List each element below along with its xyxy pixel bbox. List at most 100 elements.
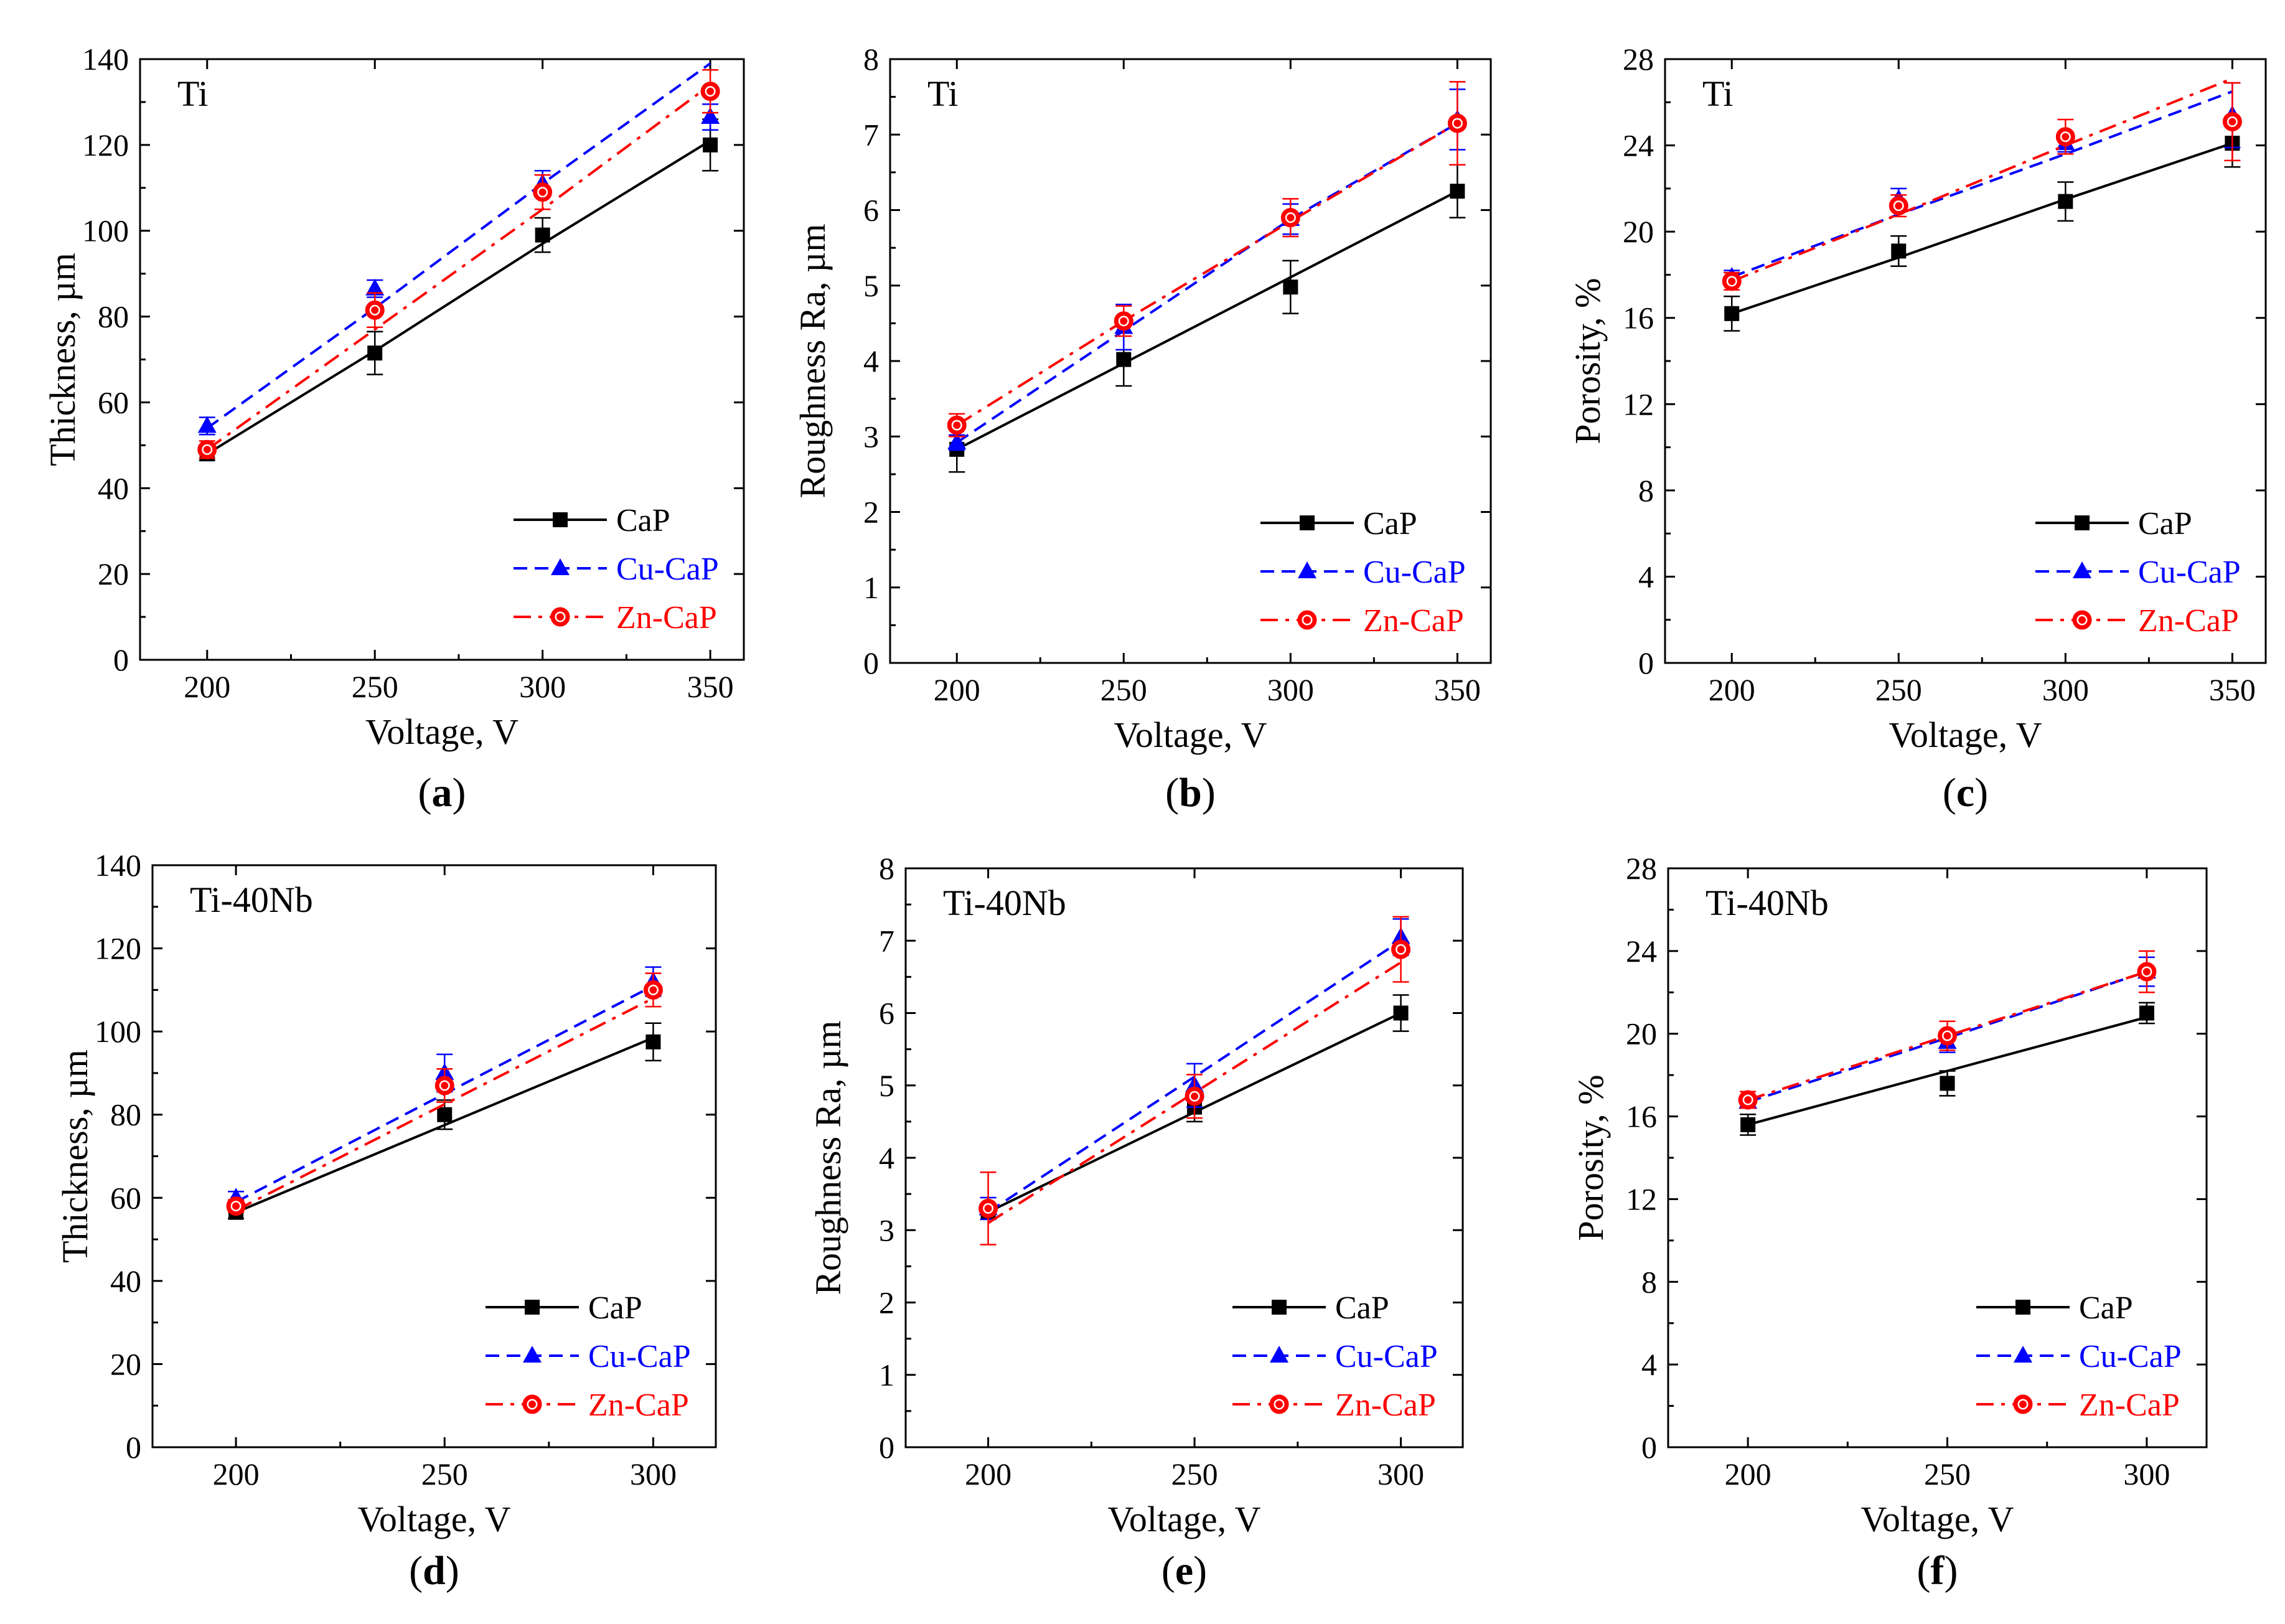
data-point-core <box>1744 1096 1752 1104</box>
panel-tag-letter: a <box>432 770 453 815</box>
data-point <box>1283 279 1298 295</box>
data-point <box>1450 184 1465 199</box>
series-Zn-CaP <box>1738 950 2157 1110</box>
x-tick-label: 300 <box>1377 1457 1424 1491</box>
y-tick-label: 2 <box>863 495 879 530</box>
data-point-core <box>2142 968 2151 976</box>
series-Zn-CaP <box>978 916 1411 1246</box>
legend-marker <box>525 1300 540 1315</box>
y-axis-title: Roughness Ra, µm <box>808 1020 848 1295</box>
series-line <box>956 122 1458 444</box>
panel-d: 200 250 300 0 20 40 60 80 100 120 140 Voltage, V Thi… <box>55 848 717 1593</box>
legend-label: Zn-CaP <box>2079 1387 2180 1423</box>
y-tick-label: 0 <box>879 1430 894 1465</box>
y-tick-label: 4 <box>1638 559 1654 594</box>
y-tick-label: 24 <box>1626 934 1657 969</box>
data-point-core <box>706 87 715 95</box>
data-point <box>535 227 550 243</box>
data-point <box>701 107 720 124</box>
legend-entry: Cu-CaP <box>514 552 719 587</box>
x-tick-label: 200 <box>1709 672 1755 707</box>
panel-title: Ti-40Nb <box>190 880 313 920</box>
series-line <box>206 83 711 451</box>
legend-label: CaP <box>1335 1290 1389 1326</box>
legend-entry: CaP <box>1260 506 1417 542</box>
legend-label: Cu-CaP <box>588 1339 691 1374</box>
legend-label: CaP <box>1363 506 1417 542</box>
series-line <box>1747 970 2147 1104</box>
data-point <box>2058 194 2073 209</box>
x-tick-label: 200 <box>213 1457 260 1491</box>
series-line <box>1731 90 2233 278</box>
data-point-core <box>2228 118 2236 126</box>
series-CaP <box>949 164 1466 473</box>
x-tick-label: 350 <box>1434 672 1481 707</box>
series-line <box>956 190 1458 451</box>
panel-tag-letter: b <box>1179 770 1202 815</box>
legend-marker <box>2075 515 2090 530</box>
data-point <box>197 416 217 433</box>
legend-marker-core <box>1303 616 1311 624</box>
data-point <box>1116 352 1132 367</box>
x-tick-label: 250 <box>352 669 398 704</box>
legend-entry: CaP <box>486 1290 642 1326</box>
legend-marker <box>1270 1346 1288 1363</box>
panel-tag: (d) <box>409 1548 459 1593</box>
panel-tag-letter: d <box>423 1548 446 1593</box>
legend-entry: CaP <box>1232 1290 1389 1326</box>
y-tick-label: 60 <box>110 1180 141 1215</box>
series-CaP <box>1740 1002 2155 1136</box>
y-tick-label: 80 <box>98 299 129 334</box>
y-tick-label: 8 <box>1641 1264 1657 1299</box>
panel-tag: (a) <box>418 770 466 815</box>
data-point-core <box>371 306 379 314</box>
x-tick-label: 300 <box>2123 1457 2170 1491</box>
legend-label: CaP <box>588 1290 642 1326</box>
y-tick-label: 20 <box>1623 214 1654 249</box>
y-axis-title: Roughness Ra, µm <box>792 223 833 498</box>
series-line <box>235 997 654 1212</box>
panel-f: 200 250 300 0 4 8 12 16 20 24 28 Voltage, V Porosity… <box>1570 851 2208 1593</box>
legend-label: Zn-CaP <box>616 600 717 636</box>
data-point <box>1740 1117 1756 1132</box>
x-axis-title: Voltage, V <box>358 1499 511 1539</box>
legend-entry: Zn-CaP <box>1260 603 1464 639</box>
series-line <box>206 62 711 429</box>
legend-entry: Cu-CaP <box>486 1339 691 1374</box>
x-tick-label: 250 <box>1100 672 1147 707</box>
y-tick-label: 16 <box>1623 301 1654 336</box>
series-CaP <box>1724 118 2241 332</box>
panel-tag-letter: e <box>1175 1548 1193 1593</box>
y-axis-title: Thickness, µm <box>55 1049 95 1263</box>
legend-entry: Zn-CaP <box>2035 603 2239 639</box>
legend-marker <box>1300 515 1315 530</box>
x-tick-label: 200 <box>184 669 230 704</box>
x-axis-title: Voltage, V <box>1114 715 1267 755</box>
panel-tag: (b) <box>1165 770 1216 815</box>
x-tick-label: 300 <box>519 669 566 704</box>
data-point <box>645 1034 661 1049</box>
legend-marker <box>2015 1300 2030 1315</box>
y-tick-label: 12 <box>1626 1181 1657 1216</box>
data-point-core <box>984 1204 992 1213</box>
y-tick-label: 20 <box>98 556 129 591</box>
legend-label: Zn-CaP <box>588 1387 689 1423</box>
legend-entry: Zn-CaP <box>514 600 717 636</box>
series-CaP <box>228 1022 662 1220</box>
series-CaP <box>199 118 719 462</box>
data-point-core <box>953 421 961 429</box>
legend-marker <box>1298 561 1316 578</box>
y-tick-label: 80 <box>110 1097 141 1132</box>
panel-tag: (e) <box>1161 1548 1207 1593</box>
data-point-core <box>1397 946 1405 954</box>
series-line <box>987 939 1402 1213</box>
data-point <box>1940 1076 1955 1091</box>
legend-marker-core <box>2019 1401 2027 1408</box>
x-tick-label: 300 <box>2042 672 2089 707</box>
x-axis-title: Voltage, V <box>365 711 518 752</box>
legend-entry: Zn-CaP <box>1232 1387 1436 1423</box>
legend-entry: Zn-CaP <box>486 1387 689 1423</box>
y-tick-label: 60 <box>98 385 129 420</box>
series-Cu-CaP <box>947 88 1467 451</box>
data-point <box>365 278 385 296</box>
